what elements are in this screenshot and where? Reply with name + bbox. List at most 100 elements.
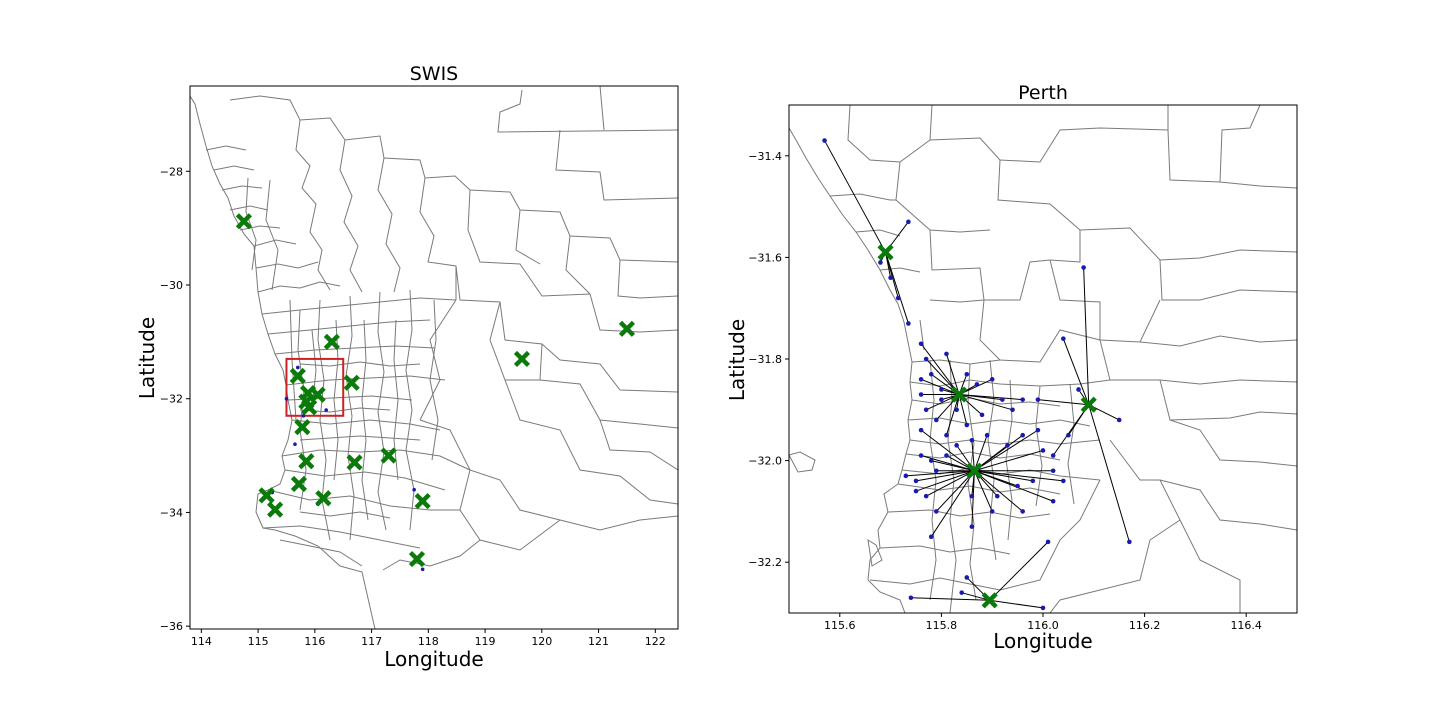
demand-point [954,407,959,413]
assignment-line [989,541,1049,601]
x-tick-label: 116.0 [1027,619,1059,632]
demand-point [906,219,911,225]
assignment-line [974,429,1039,472]
assignment-line [935,470,975,512]
x-tick-label: 116.2 [1129,619,1161,632]
station-marker-stroke-b [380,447,397,464]
station-marker-stroke-b [309,386,326,403]
assignment-line [1083,267,1090,405]
demand-point [1020,397,1025,402]
assignment-line [930,470,975,538]
swis-overlay [235,213,636,572]
demand-point [1015,483,1020,489]
demand-point [939,397,944,402]
y-tick-label: −36 [160,620,183,633]
demand-point [923,407,929,413]
station-marker-stroke-b [298,453,315,470]
assignment-line [915,470,975,482]
station-marker-stroke-b [315,490,332,507]
demand-point [913,488,919,494]
y-tick-label: −31.4 [748,150,782,163]
assignment-line [958,394,968,426]
y-tick-label: −34 [160,506,183,519]
swis-map-title: SWIS [410,63,459,85]
demand-point [1061,336,1066,341]
assignment-line [1037,399,1089,406]
demand-point [918,341,924,347]
perth-overlay [822,138,1132,611]
y-tick-label: −32.2 [748,556,782,569]
station-marker [1080,396,1097,413]
demand-point [928,371,934,377]
assignment-line [931,460,975,472]
swis-map-panel: 114 115 116 117 118 119 120 121 122 −28 −30 −32 −34 −… [135,63,679,671]
swis-x-axis-label: Longitude [384,647,483,671]
y-tick-label: −32.0 [748,455,782,468]
assignment-line [915,470,975,492]
demand-point [1061,478,1066,484]
station-marker-stroke-b [1080,396,1097,413]
swis-axis-ticks: 114 115 116 117 118 119 120 121 122 −28 −30 −32 −34 −… [160,165,666,648]
station-marker [289,367,306,385]
demand-point [888,275,893,281]
station-marker [408,550,426,568]
demand-point [934,468,939,474]
y-tick-label: −31.8 [748,353,782,366]
station-marker-stroke-b [290,475,308,493]
demand-point [969,524,975,529]
demand-point [974,382,980,387]
assignment-line [920,429,975,472]
station-marker [301,399,318,416]
station-marker [877,244,894,261]
station-marker [294,419,311,436]
station-marker [513,350,531,368]
x-tick-label: 118 [418,635,439,648]
demand-point [1081,265,1086,270]
assignment-line [974,434,1023,472]
demand-point [923,493,929,499]
demand-point [984,432,990,438]
perth-map-boundaries [789,105,1297,613]
demand-point [934,509,939,514]
demand-point [412,487,416,492]
demand-point [296,365,300,370]
y-tick-label: −32 [160,393,183,406]
station-marker [951,386,968,403]
assignment-line [973,470,993,512]
x-tick-label: 115.8 [926,619,958,632]
x-tick-label: 115.6 [824,619,856,632]
station-marker [298,453,315,470]
demand-point [944,432,949,438]
x-tick-label: 121 [588,635,609,648]
demand-point [1040,448,1046,453]
station-marker-stroke-b [323,333,340,350]
demand-point [928,534,934,540]
assignment-line [973,435,988,471]
demand-point [1000,397,1005,402]
station-marker [981,592,998,609]
demand-point [918,377,924,382]
x-tick-label: 117 [361,635,382,648]
demand-point [324,408,328,412]
assignment-line [1088,404,1130,543]
demand-point [1127,539,1132,545]
assignment-line [974,470,1033,482]
demand-point [906,321,911,326]
demand-point [939,387,944,392]
assignment-line [959,394,1013,411]
demand-point [979,412,985,418]
station-marker-stroke-b [294,419,311,436]
station-marker [267,501,284,518]
station-marker-stroke-b [951,386,968,403]
assignment-line [1062,338,1090,405]
assignment-line [974,470,1024,512]
demand-point [822,138,827,143]
swis-y-axis-label: Latitude [135,317,159,399]
demand-point [994,493,1000,499]
demand-point [1040,605,1046,611]
demand-point [959,590,965,595]
demand-point [1050,453,1056,458]
demand-point [1076,387,1081,392]
station-marker [323,333,340,350]
